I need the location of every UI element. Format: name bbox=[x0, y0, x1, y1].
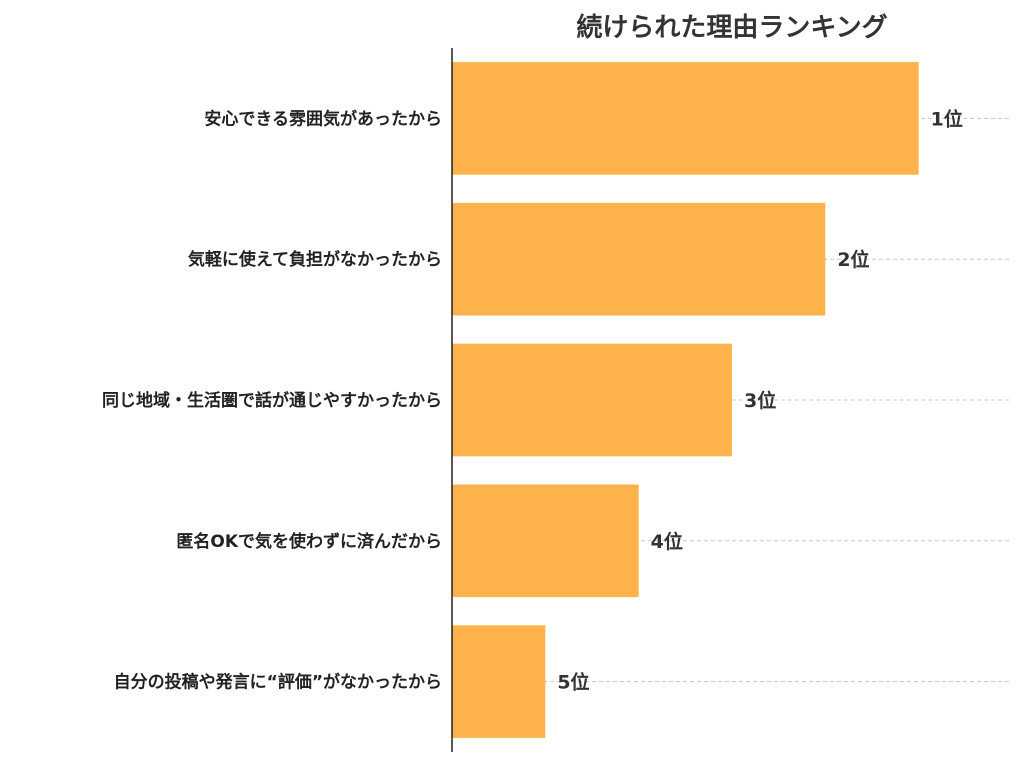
rank-label: 1位 bbox=[931, 107, 963, 130]
category-label: 匿名OKで気を使わずに済んだから bbox=[176, 531, 442, 552]
rank-label: 2位 bbox=[837, 248, 869, 271]
category-label: 自分の投稿や発言に“評価”がなかったから bbox=[114, 672, 442, 693]
bar-layer bbox=[452, 62, 919, 738]
category-label: 同じ地域・生活圏で話が通じやすかったから bbox=[102, 390, 442, 411]
rank-label: 3位 bbox=[744, 389, 776, 412]
chart-title: 続けられた理由ランキング bbox=[576, 12, 887, 43]
bar-5 bbox=[452, 625, 546, 738]
bar-2 bbox=[452, 202, 826, 316]
bar-1 bbox=[452, 62, 919, 175]
category-label: 気軽に使えて負担がなかったから bbox=[187, 249, 442, 270]
rank-label: 5位 bbox=[557, 671, 589, 694]
rank-label: 4位 bbox=[651, 530, 683, 553]
category-label: 安心できる雰囲気があったから bbox=[204, 108, 442, 129]
bar-3 bbox=[452, 343, 732, 457]
bar-4 bbox=[452, 484, 639, 598]
